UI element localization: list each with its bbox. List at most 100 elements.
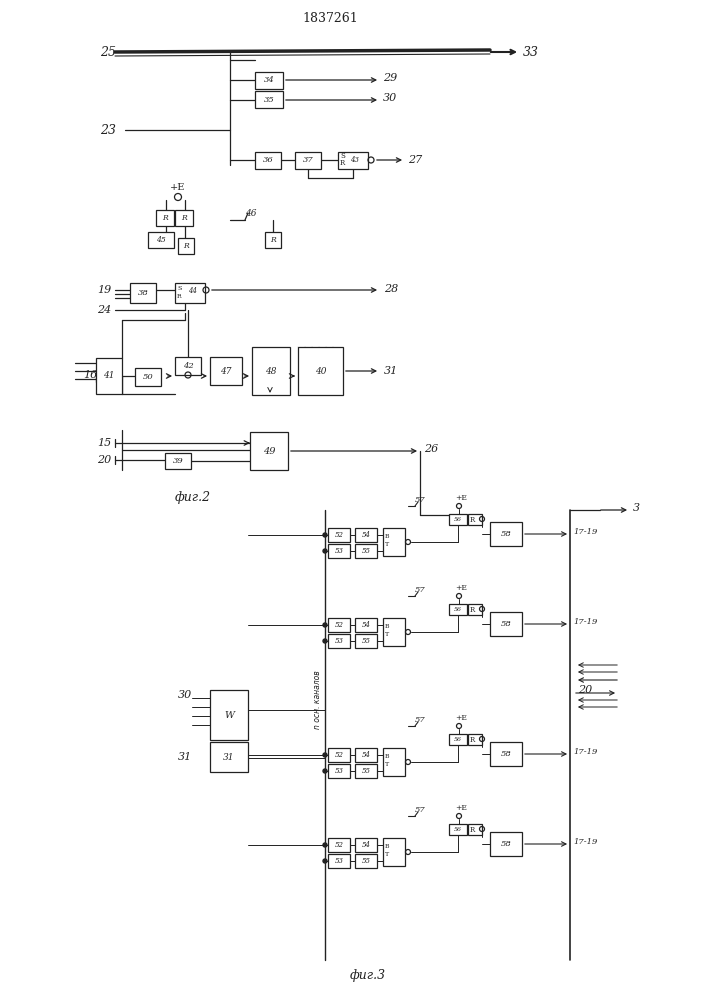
- Text: 52: 52: [334, 621, 344, 629]
- Text: +E: +E: [455, 804, 467, 812]
- Bar: [178, 238, 194, 254]
- Text: R: R: [470, 516, 475, 524]
- Text: 56: 56: [454, 737, 462, 742]
- Text: R: R: [470, 606, 475, 614]
- Text: 17-19: 17-19: [573, 838, 597, 846]
- Text: 3: 3: [633, 503, 640, 513]
- Text: 58: 58: [501, 750, 511, 758]
- Text: 57: 57: [415, 586, 426, 594]
- Bar: [328, 528, 350, 542]
- Bar: [175, 283, 205, 303]
- Text: 52: 52: [334, 751, 344, 759]
- Bar: [355, 528, 377, 542]
- Bar: [449, 604, 467, 615]
- Bar: [250, 432, 288, 470]
- Bar: [175, 357, 201, 375]
- Text: 55: 55: [361, 547, 370, 555]
- Bar: [490, 742, 522, 766]
- Bar: [490, 522, 522, 546]
- Text: 33: 33: [523, 45, 539, 58]
- Text: B: B: [385, 844, 390, 848]
- Bar: [328, 764, 350, 778]
- Bar: [490, 832, 522, 856]
- Text: 54: 54: [361, 751, 370, 759]
- Text: 27: 27: [408, 155, 422, 165]
- Text: 20: 20: [578, 685, 592, 695]
- Text: 52: 52: [334, 841, 344, 849]
- Bar: [449, 514, 467, 525]
- Bar: [130, 283, 156, 303]
- Bar: [148, 232, 174, 248]
- Bar: [355, 618, 377, 632]
- Text: 53: 53: [334, 547, 344, 555]
- Text: T: T: [385, 542, 389, 546]
- Bar: [210, 690, 248, 740]
- Bar: [96, 358, 122, 394]
- Text: 39: 39: [173, 457, 183, 465]
- Text: 42: 42: [182, 362, 194, 370]
- Text: 30: 30: [177, 690, 192, 700]
- Text: 53: 53: [334, 767, 344, 775]
- Text: 23: 23: [100, 123, 116, 136]
- Text: 15: 15: [97, 438, 111, 448]
- Text: +E: +E: [455, 584, 467, 592]
- Text: 56: 56: [454, 607, 462, 612]
- Text: T: T: [385, 632, 389, 637]
- Text: 31: 31: [177, 752, 192, 762]
- Text: 58: 58: [501, 530, 511, 538]
- Bar: [328, 618, 350, 632]
- Text: 26: 26: [424, 444, 438, 454]
- Text: 45: 45: [156, 236, 166, 244]
- Text: 53: 53: [334, 857, 344, 865]
- Text: фиг.2: фиг.2: [175, 491, 211, 504]
- Text: 31: 31: [384, 366, 398, 376]
- Text: R: R: [181, 214, 187, 222]
- Text: 57: 57: [415, 806, 426, 814]
- Text: 24: 24: [97, 305, 111, 315]
- Bar: [468, 604, 482, 615]
- Text: 44: 44: [188, 287, 197, 295]
- Bar: [355, 764, 377, 778]
- Bar: [252, 347, 290, 395]
- Text: 58: 58: [501, 840, 511, 848]
- Text: R: R: [340, 159, 345, 167]
- Text: 53: 53: [334, 637, 344, 645]
- Bar: [468, 514, 482, 525]
- Text: 50: 50: [143, 373, 153, 381]
- Circle shape: [323, 549, 327, 553]
- Bar: [468, 734, 482, 745]
- Bar: [355, 838, 377, 852]
- Bar: [328, 748, 350, 762]
- Text: R: R: [177, 294, 182, 298]
- Bar: [355, 748, 377, 762]
- Text: 31: 31: [223, 752, 235, 762]
- Text: 17-19: 17-19: [573, 748, 597, 756]
- Text: 30: 30: [383, 93, 397, 103]
- Text: 43: 43: [350, 156, 359, 164]
- Text: 57: 57: [415, 716, 426, 724]
- Text: 57: 57: [415, 496, 426, 504]
- Bar: [383, 528, 405, 556]
- Bar: [295, 152, 321, 169]
- Circle shape: [323, 859, 327, 863]
- Bar: [490, 612, 522, 636]
- Text: 49: 49: [263, 446, 275, 456]
- Text: 41: 41: [103, 371, 115, 380]
- Bar: [156, 210, 174, 226]
- Text: 56: 56: [454, 827, 462, 832]
- Text: 1837261: 1837261: [302, 11, 358, 24]
- Bar: [255, 91, 283, 108]
- Text: 54: 54: [361, 841, 370, 849]
- Text: +E: +E: [455, 714, 467, 722]
- Bar: [328, 854, 350, 868]
- Bar: [338, 152, 368, 169]
- Text: 25: 25: [100, 45, 116, 58]
- Text: 28: 28: [384, 284, 398, 294]
- Circle shape: [323, 753, 327, 757]
- Text: 19: 19: [97, 285, 111, 295]
- Bar: [355, 544, 377, 558]
- Bar: [298, 347, 343, 395]
- Bar: [355, 854, 377, 868]
- Text: R: R: [470, 736, 475, 744]
- Bar: [383, 838, 405, 866]
